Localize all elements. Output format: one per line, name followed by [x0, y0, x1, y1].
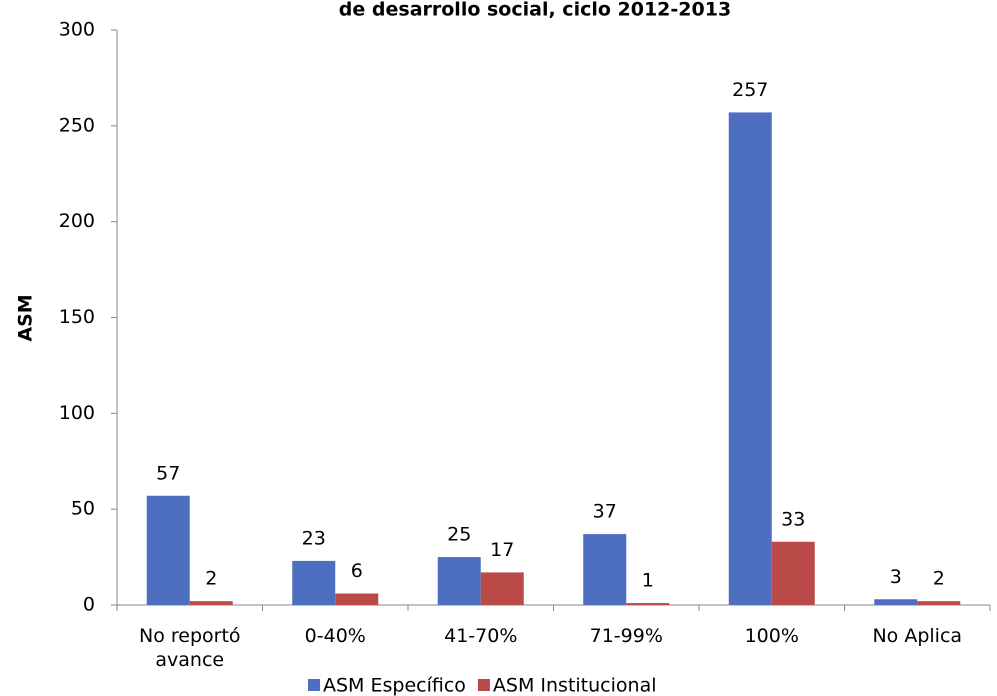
y-tick-label: 0	[83, 594, 95, 616]
y-tick-label: 200	[59, 210, 95, 232]
y-tick-label: 300	[59, 19, 95, 41]
bar	[583, 534, 627, 605]
y-tick-label: 50	[71, 498, 95, 520]
data-label: 17	[490, 539, 514, 561]
bar	[146, 495, 190, 605]
chart-title: de desarrollo social, ciclo 2012-2013	[339, 0, 731, 21]
data-label: 33	[781, 508, 805, 530]
bar	[728, 112, 772, 606]
x-tick-label: 0-40%	[304, 625, 366, 647]
bar	[189, 601, 233, 605]
y-tick-label: 150	[59, 306, 95, 328]
legend-label: ASM Institucional	[493, 675, 657, 696]
bar	[335, 593, 379, 605]
data-label: 257	[732, 79, 768, 101]
data-label: 25	[447, 524, 471, 546]
data-label: 6	[351, 560, 363, 582]
legend-label: ASM Específico	[323, 675, 466, 696]
x-tick-label: 41-70%	[444, 625, 518, 647]
y-tick-label: 100	[59, 402, 95, 424]
y-tick-label: 250	[59, 114, 95, 136]
bar	[917, 601, 961, 605]
x-tick-label: 100%	[744, 625, 799, 647]
data-label: 3	[890, 566, 902, 588]
data-label: 2	[933, 568, 945, 590]
bar	[437, 557, 481, 605]
bar	[874, 599, 918, 605]
bar	[292, 560, 336, 605]
x-tick-label: 71-99%	[589, 625, 663, 647]
bar	[771, 541, 815, 605]
data-label: 37	[593, 501, 617, 523]
legend-swatch	[477, 679, 490, 691]
x-tick-label: No Aplica	[872, 625, 963, 647]
bar	[626, 603, 670, 605]
x-tick-label: No reportó avance	[138, 625, 241, 671]
data-label: 1	[642, 570, 654, 592]
data-label: 23	[302, 527, 326, 549]
data-label: 2	[205, 568, 217, 590]
legend-swatch	[308, 679, 320, 691]
data-label: 57	[156, 462, 180, 484]
bar	[480, 572, 524, 605]
y-axis-label: ASM	[15, 294, 37, 341]
